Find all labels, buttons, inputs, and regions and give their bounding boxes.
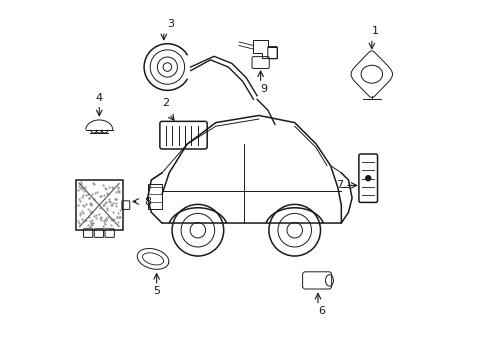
Text: 4: 4 bbox=[96, 93, 102, 103]
Text: 5: 5 bbox=[153, 286, 160, 296]
Text: 1: 1 bbox=[371, 26, 378, 36]
Text: 9: 9 bbox=[260, 84, 267, 94]
Text: 3: 3 bbox=[167, 19, 174, 29]
Text: 7: 7 bbox=[335, 180, 343, 190]
Text: 6: 6 bbox=[318, 306, 325, 316]
Text: 2: 2 bbox=[162, 98, 169, 108]
Circle shape bbox=[365, 176, 370, 181]
Text: 8: 8 bbox=[144, 197, 151, 207]
